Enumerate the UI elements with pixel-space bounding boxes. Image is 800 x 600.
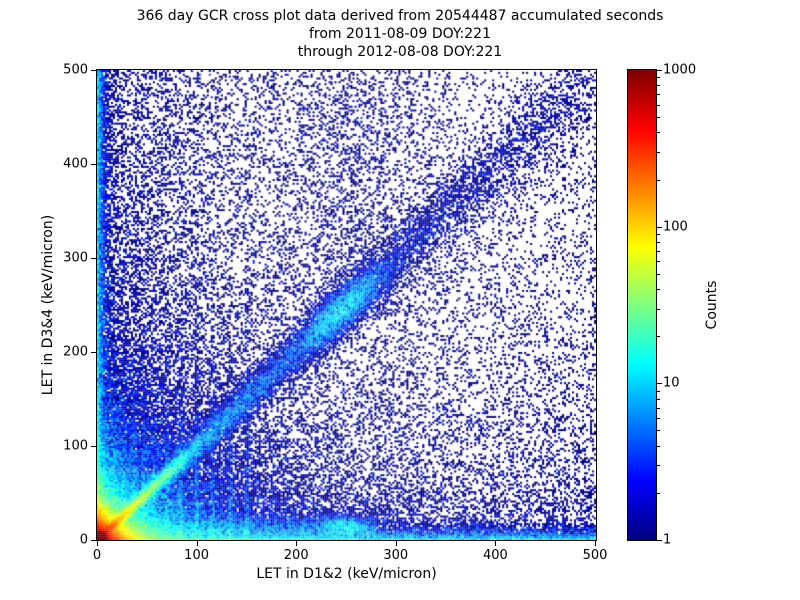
colorbar-minor-tick-mark: [657, 132, 660, 134]
colorbar-tick-label: 10: [663, 375, 680, 391]
x-tick-label: 300: [383, 548, 409, 563]
colorbar-minor-tick-mark: [657, 233, 660, 235]
colorbar-minor-tick-mark: [657, 336, 660, 338]
colorbar-minor-tick-mark: [657, 308, 660, 310]
y-tick-mark: [91, 164, 96, 165]
colorbar-minor-tick-mark: [657, 241, 660, 243]
colorbar-label: Counts: [704, 280, 720, 330]
y-tick-mark: [91, 258, 96, 259]
x-tick-label: 100: [184, 548, 210, 563]
y-tick-mark: [91, 446, 96, 447]
colorbar-minor-tick-mark: [657, 430, 660, 432]
y-tick-label: 500: [63, 62, 88, 78]
chart-subtitle-through: through 2012-08-08 DOY:221: [297, 44, 503, 60]
y-axis-label: LET in D3&4 (keV/micron): [40, 214, 56, 396]
chart-title-block: 366 day GCR cross plot data derived from…: [0, 7, 800, 61]
colorbar-tick-mark: [657, 540, 662, 541]
colorbar-minor-tick-mark: [657, 289, 660, 290]
x-tick-label: 200: [283, 548, 309, 563]
scatter-density-canvas: [97, 70, 596, 540]
colorbar-gradient-canvas: [628, 70, 656, 540]
colorbar-minor-tick-mark: [657, 77, 660, 79]
x-tick-mark: [196, 541, 198, 546]
colorbar-minor-tick-mark: [657, 104, 660, 106]
colorbar-tick-label: 1: [663, 532, 672, 548]
y-tick-mark: [91, 352, 96, 353]
x-tick-label: 500: [582, 548, 608, 563]
x-tick-mark: [97, 541, 98, 546]
x-tick-mark: [595, 541, 596, 546]
colorbar-minor-tick-mark: [657, 492, 660, 494]
colorbar-minor-tick-mark: [657, 94, 660, 96]
colorbar-minor-tick-mark: [657, 261, 660, 263]
y-tick-label: 100: [63, 438, 88, 454]
chart-subtitle-from: from 2011-08-09 DOY:221: [308, 26, 491, 42]
colorbar-minor-tick-mark: [657, 398, 660, 400]
colorbar-minor-tick-mark: [657, 151, 660, 153]
colorbar-minor-tick-mark: [657, 273, 660, 275]
x-axis-label: LET in D1&2 (keV/micron): [256, 566, 437, 582]
colorbar-minor-tick-mark: [657, 390, 660, 392]
y-tick-label: 400: [63, 156, 88, 172]
colorbar-minor-tick-mark: [657, 465, 660, 467]
colorbar-minor-tick-mark: [657, 250, 660, 252]
colorbar-tick-label: 100: [663, 219, 688, 235]
x-tick-label: 0: [92, 548, 102, 563]
chart-title: 366 day GCR cross plot data derived from…: [136, 8, 664, 24]
x-tick-mark: [296, 541, 298, 546]
y-tick-label: 300: [63, 250, 88, 266]
colorbar-tick-mark: [657, 226, 662, 228]
x-tick-mark: [495, 541, 497, 546]
y-tick-mark: [91, 540, 96, 541]
colorbar-tick-mark: [657, 383, 662, 385]
colorbar-tick-mark: [657, 70, 662, 71]
colorbar-minor-tick-mark: [657, 445, 660, 447]
colorbar-minor-tick-mark: [657, 117, 660, 119]
colorbar-minor-tick-mark: [657, 418, 660, 420]
y-tick-mark: [91, 70, 96, 71]
colorbar-minor-tick-mark: [657, 179, 660, 181]
y-tick-label: 200: [63, 344, 88, 360]
x-tick-label: 400: [482, 548, 508, 563]
colorbar-tick-label: 1000: [663, 62, 697, 78]
y-tick-label: 0: [79, 532, 88, 548]
colorbar-minor-tick-mark: [657, 85, 660, 87]
x-tick-mark: [395, 541, 397, 546]
colorbar-minor-tick-mark: [657, 407, 660, 409]
